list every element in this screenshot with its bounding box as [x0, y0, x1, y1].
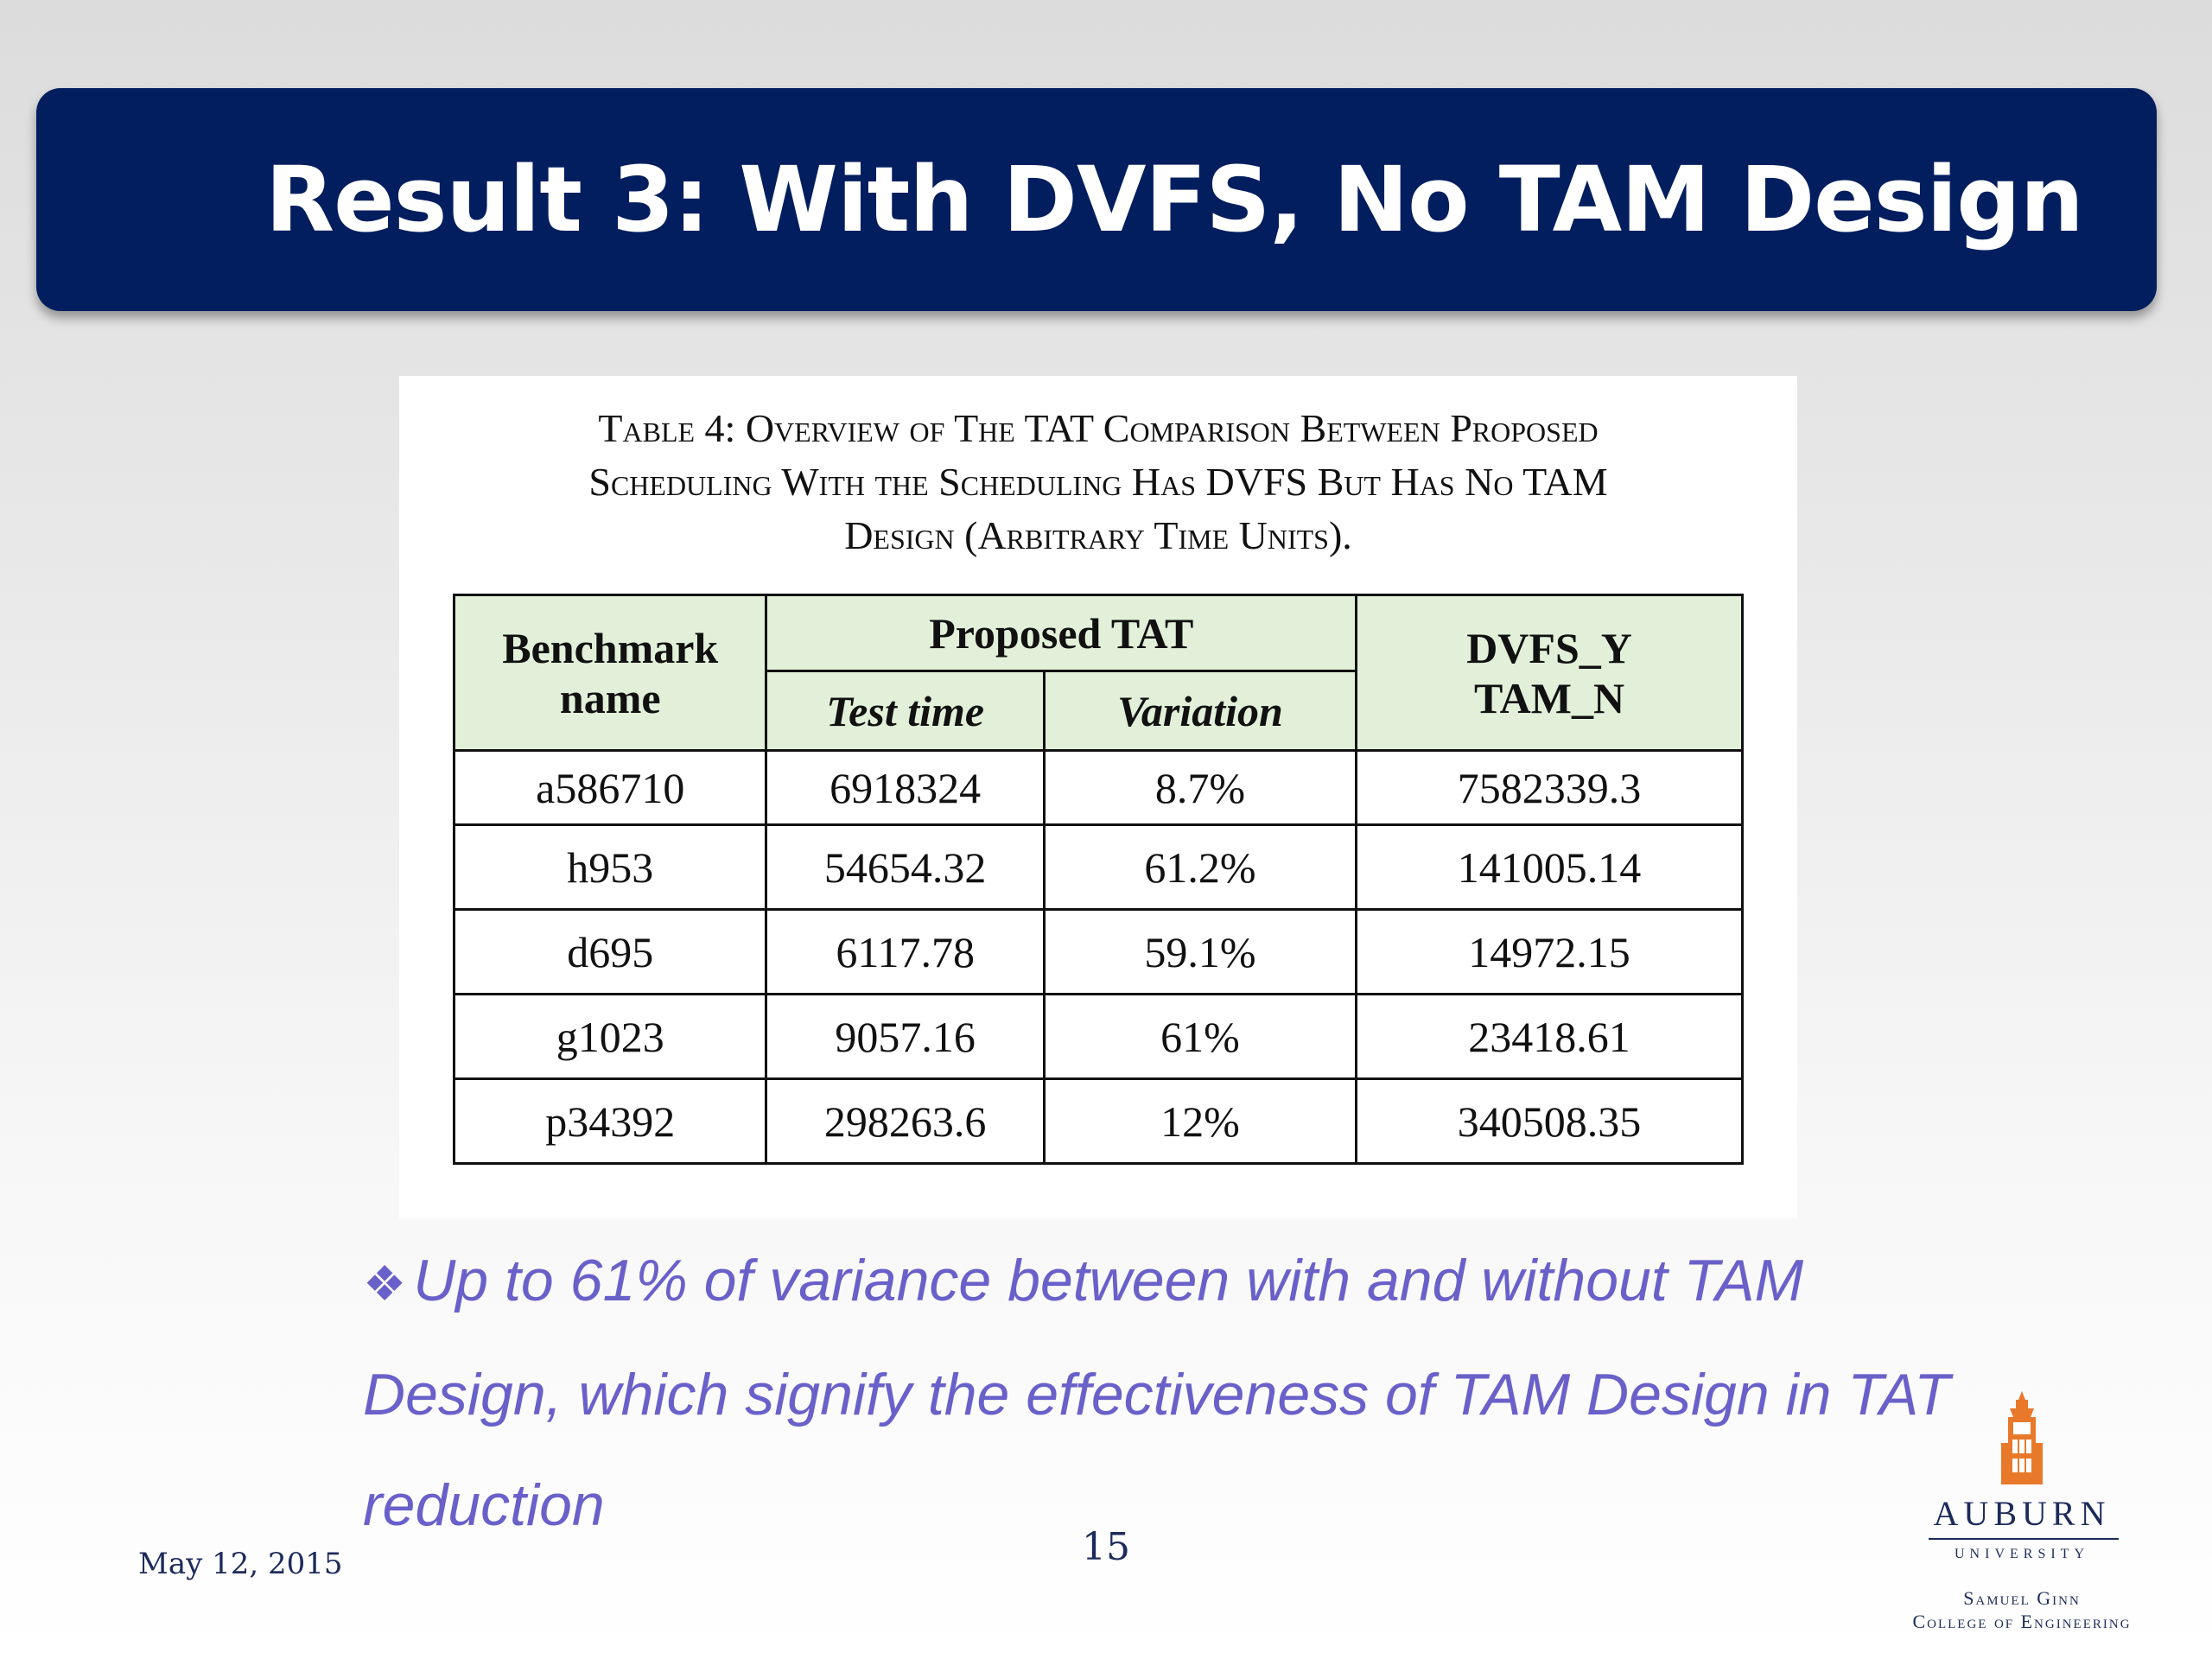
cell-test-time: 298263.6 — [765, 1077, 1046, 1165]
caption-line: Table 4: Overview of The TAT Comparison … — [598, 406, 1599, 450]
page-number: 15 — [1082, 1525, 1130, 1569]
cell-test-time: 9057.16 — [765, 993, 1046, 1080]
table-row: a586710 6918324 8.7% 7582339.3 — [452, 749, 1744, 826]
table-caption: Table 4: Overview of The TAT Comparison … — [399, 402, 1797, 563]
cell-benchmark-name: d695 — [452, 908, 768, 995]
table-row: p34392 298263.6 12% 340508.35 — [452, 1077, 1744, 1165]
header-proposed-tat: Proposed TAT — [765, 594, 1358, 672]
caption-line: Design (Arbitrary Time Units). — [844, 513, 1352, 557]
cell-dvfs: 141005.14 — [1355, 823, 1744, 911]
samford-tower-icon — [2001, 1391, 2043, 1484]
logo-college-line1: Samuel Ginn — [1963, 1587, 2081, 1609]
auburn-logo: AUBURN UNIVERSITY Samuel Ginn College of… — [1875, 1391, 2169, 1650]
table-subheader-row: Test time Variation — [454, 670, 1743, 752]
cell-benchmark-name: h953 — [452, 823, 768, 911]
comparison-table: Benchmark name Proposed TAT DVFS_Y TAM_N… — [452, 594, 1744, 1165]
table-row: g1023 9057.16 61% 23418.61 — [452, 993, 1744, 1080]
bullet-point: ❖ Up to 61% of variance between with and … — [363, 1225, 2005, 1560]
logo-university: UNIVERSITY — [1955, 1547, 2089, 1561]
title-bar: Result 3: With DVFS, No TAM Design — [36, 88, 2157, 311]
cell-test-time: 6918324 — [765, 749, 1046, 826]
logo-college-line2: College of Engineering — [1912, 1611, 2132, 1632]
cell-benchmark-name: g1023 — [452, 993, 768, 1080]
cell-variation: 8.7% — [1042, 749, 1358, 826]
table-row: d695 6117.78 59.1% 14972.15 — [452, 908, 1744, 995]
cell-benchmark-name: a586710 — [452, 749, 768, 826]
cell-variation: 61.2% — [1042, 823, 1358, 911]
header-benchmark-line1: Benchmark — [502, 623, 719, 672]
logo-divider — [1929, 1538, 2119, 1540]
header-benchmark-line2: name — [559, 673, 661, 722]
header-test-time: Test time — [765, 670, 1046, 752]
cell-benchmark-name: p34392 — [452, 1077, 768, 1165]
caption-line: Scheduling With the Scheduling Has DVFS … — [588, 460, 1608, 504]
header-dvfs-line1: DVFS_Y — [1466, 623, 1632, 672]
header-dvfs: DVFS_Y TAM_N — [1355, 594, 1744, 752]
table-row: h953 54654.32 61.2% 141005.14 — [452, 823, 1744, 911]
header-dvfs-line2: TAM_N — [1474, 673, 1625, 722]
cell-dvfs: 23418.61 — [1355, 993, 1744, 1080]
cell-variation: 59.1% — [1042, 908, 1358, 995]
cell-variation: 12% — [1042, 1077, 1358, 1165]
header-benchmark: Benchmark name — [452, 594, 768, 752]
bullet-text: Up to 61% of variance between with and w… — [363, 1248, 1950, 1538]
footer-date: May 12, 2015 — [138, 1547, 343, 1581]
cell-dvfs: 7582339.3 — [1355, 749, 1744, 826]
cell-dvfs: 14972.15 — [1355, 908, 1744, 995]
bullet-diamond-icon: ❖ — [363, 1256, 407, 1311]
cell-dvfs: 340508.35 — [1355, 1077, 1744, 1165]
table-header-row: Benchmark name Proposed TAT DVFS_Y TAM_N — [452, 594, 1744, 752]
table-panel: Table 4: Overview of The TAT Comparison … — [399, 376, 1797, 1218]
logo-wordmark: AUBURN — [1933, 1494, 2111, 1533]
cell-test-time: 6117.78 — [765, 908, 1046, 995]
cell-variation: 61% — [1042, 993, 1358, 1080]
cell-test-time: 54654.32 — [765, 823, 1046, 911]
header-variation: Variation — [1042, 670, 1358, 752]
slide-title: Result 3: With DVFS, No TAM Design — [265, 147, 2084, 252]
